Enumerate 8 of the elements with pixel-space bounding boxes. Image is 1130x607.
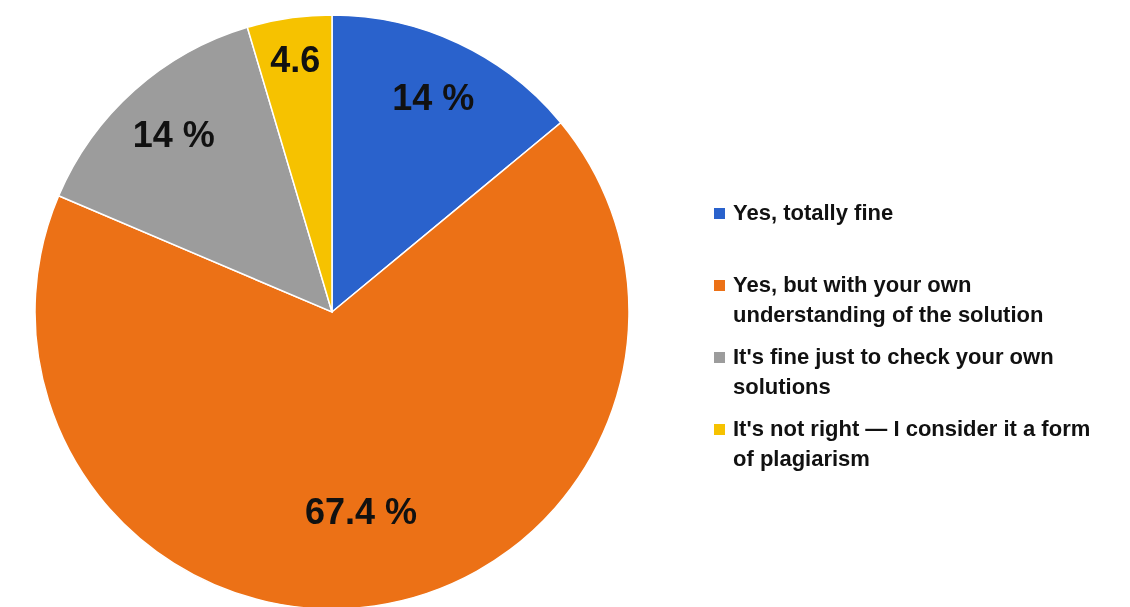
data-label: 14 % — [132, 114, 215, 156]
legend-label: It's not right — I consider it a form of plagiarism — [733, 415, 1092, 473]
data-label: 4.6 — [270, 38, 321, 80]
legend-label: It's fine just to check your own solutions — [733, 343, 1055, 401]
legend-label: Yes, but with your own understanding of the solution — [733, 271, 1045, 329]
legend-label: Yes, totally fine — [733, 199, 894, 227]
data-label: 67.4 % — [305, 491, 418, 533]
data-label: 14 % — [392, 76, 475, 118]
